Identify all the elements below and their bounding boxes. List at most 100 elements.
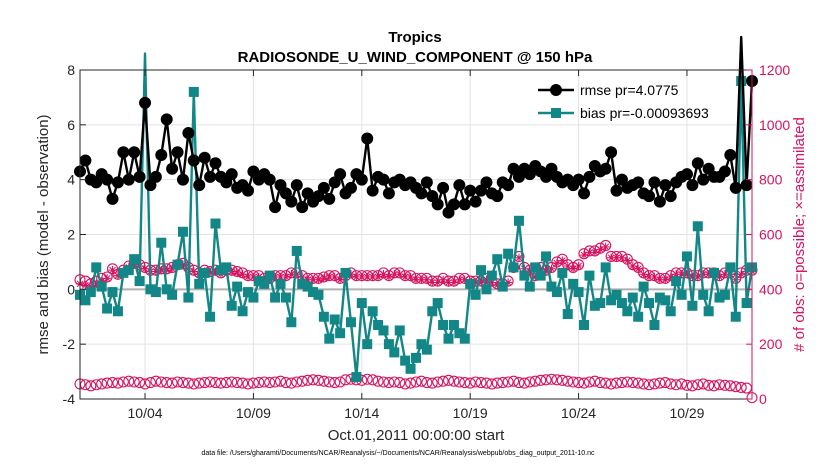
data-point xyxy=(368,272,377,282)
data-point xyxy=(487,278,497,287)
data-point xyxy=(644,298,655,309)
data-point xyxy=(377,376,390,388)
data-point xyxy=(161,376,173,389)
data-point xyxy=(639,270,648,279)
data-point xyxy=(615,173,628,186)
data-point xyxy=(156,237,167,248)
data-point xyxy=(594,376,606,389)
data-point xyxy=(247,165,260,178)
data-point xyxy=(211,267,220,276)
data-point xyxy=(518,377,530,389)
data-point xyxy=(482,275,491,284)
data-point xyxy=(649,319,660,330)
data-point xyxy=(166,377,178,389)
data-point xyxy=(431,198,444,211)
legend-marker xyxy=(551,108,561,118)
data-point xyxy=(238,270,247,279)
data-point xyxy=(107,287,118,298)
data-point xyxy=(621,376,633,388)
data-point xyxy=(713,379,726,391)
data-point xyxy=(599,162,612,175)
data-point xyxy=(601,242,610,252)
x-tick-label: 10/29 xyxy=(669,405,704,421)
data-point xyxy=(681,379,693,391)
data-point xyxy=(394,325,405,336)
data-point xyxy=(616,298,627,309)
data-point xyxy=(155,148,168,161)
data-point xyxy=(113,271,123,280)
data-point xyxy=(653,195,666,208)
data-point xyxy=(508,262,519,273)
y2-tick-label: 0 xyxy=(759,391,767,407)
data-point xyxy=(606,253,616,263)
y-axis-label: rmse and bias (model - observation) xyxy=(35,114,52,354)
data-point xyxy=(664,190,677,203)
data-point xyxy=(379,270,388,279)
data-point xyxy=(633,311,644,322)
data-point xyxy=(688,272,697,282)
data-point xyxy=(106,192,119,205)
data-point xyxy=(698,289,709,300)
data-point xyxy=(172,259,183,270)
data-point xyxy=(666,272,675,282)
data-point xyxy=(302,281,313,292)
data-point xyxy=(405,377,417,389)
data-point xyxy=(680,168,693,181)
series-group xyxy=(74,35,758,404)
data-point xyxy=(85,380,97,392)
data-point xyxy=(128,146,141,159)
data-point xyxy=(209,376,222,389)
data-point xyxy=(296,201,309,214)
data-point xyxy=(525,267,535,276)
data-point xyxy=(406,272,415,282)
data-point xyxy=(665,306,676,317)
data-point xyxy=(708,380,720,392)
data-point xyxy=(536,264,545,273)
data-point xyxy=(470,376,482,388)
data-point xyxy=(410,376,422,388)
data-point xyxy=(611,289,622,300)
data-point xyxy=(220,176,233,189)
y-tick-label: -4 xyxy=(63,391,76,407)
data-point xyxy=(363,272,372,282)
data-point xyxy=(568,264,578,273)
data-point xyxy=(373,272,383,282)
data-point xyxy=(128,376,140,388)
data-point xyxy=(314,275,323,284)
data-point xyxy=(720,270,730,279)
data-point xyxy=(421,376,433,389)
data-point xyxy=(438,275,448,284)
data-point xyxy=(703,379,715,391)
data-point xyxy=(194,278,205,289)
data-point xyxy=(426,377,438,389)
data-point xyxy=(455,275,464,284)
data-point xyxy=(428,278,437,287)
data-point xyxy=(563,261,572,271)
data-point xyxy=(523,168,536,181)
data-point xyxy=(344,181,357,194)
y2-tick-label: 1000 xyxy=(759,117,790,133)
data-point xyxy=(497,281,508,292)
data-point xyxy=(188,86,199,97)
data-point xyxy=(329,314,340,325)
data-point xyxy=(362,339,373,350)
data-point xyxy=(225,168,238,181)
data-point xyxy=(562,309,573,320)
data-point xyxy=(231,376,243,389)
data-point xyxy=(585,248,594,257)
data-point xyxy=(301,187,314,200)
data-point xyxy=(317,181,330,194)
data-point xyxy=(655,275,665,284)
data-point xyxy=(215,377,227,389)
data-point xyxy=(232,281,243,292)
data-point xyxy=(290,179,303,192)
data-point xyxy=(547,264,556,273)
data-point xyxy=(617,253,627,263)
data-point xyxy=(323,192,336,205)
data-point xyxy=(492,254,503,265)
data-point xyxy=(686,380,698,392)
data-point xyxy=(291,245,302,256)
data-point xyxy=(671,270,681,279)
data-point xyxy=(199,267,210,278)
data-point xyxy=(167,264,177,273)
